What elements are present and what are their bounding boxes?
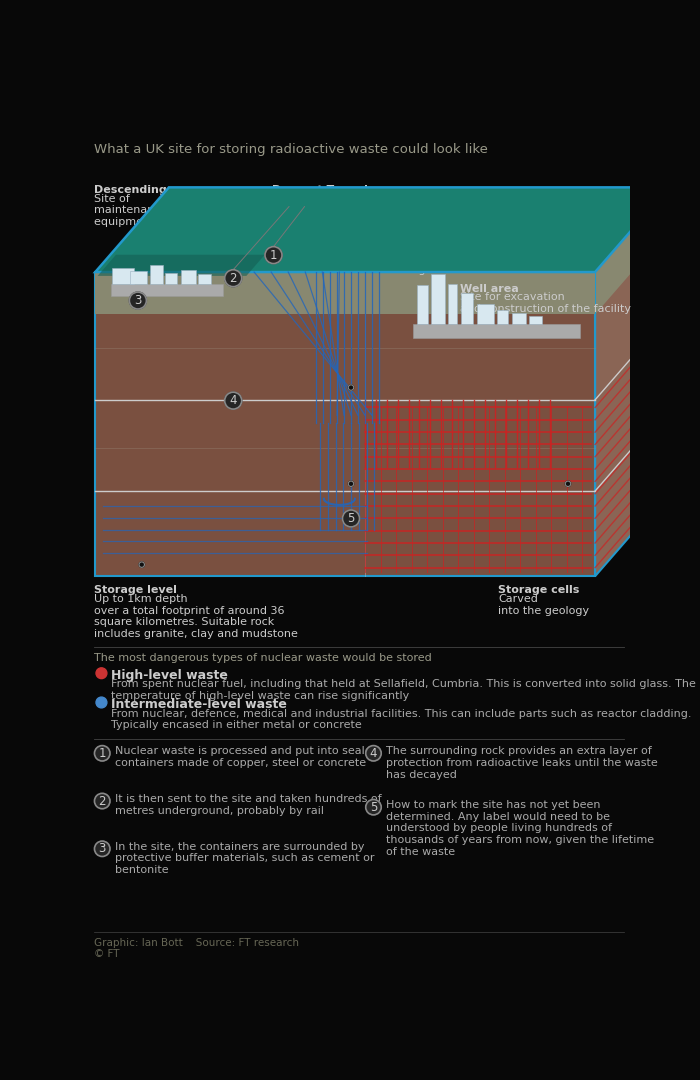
Bar [165,273,176,284]
Text: Descent Tunnels: Descent Tunnels [272,185,378,195]
Text: 2: 2 [99,795,106,808]
Bar [512,313,526,324]
Bar [497,310,508,324]
Circle shape [365,745,382,761]
Text: 4: 4 [370,746,377,760]
Text: What a UK site for storing radioactive waste could look like: What a UK site for storing radioactive w… [94,144,488,157]
Polygon shape [95,272,595,577]
Text: High-level waste: High-level waste [111,669,228,681]
Text: 4: 4 [230,394,237,407]
Circle shape [139,562,144,567]
Bar [198,274,211,284]
Text: to transfer
packages to the storage areas: to transfer packages to the storage area… [272,193,442,215]
Circle shape [265,246,282,264]
Text: Descending area: Descending area [94,185,202,195]
Bar [417,285,428,324]
Text: The surrounding rock provides an extra layer of
protection from radioactive leak: The surrounding rock provides an extra l… [386,746,657,780]
Text: Graphic: Ian Bott    Source: FT research: Graphic: Ian Bott Source: FT research [94,939,299,948]
Text: In the site, the containers are surrounded by
protective buffer materials, such : In the site, the containers are surround… [115,841,374,875]
Circle shape [130,292,146,309]
Polygon shape [595,187,668,314]
Bar [112,268,134,284]
Bar [477,305,494,324]
Text: The most dangerous types of nuclear waste would be stored: The most dangerous types of nuclear wast… [94,653,431,663]
Circle shape [96,697,107,707]
Text: Well area: Well area [459,284,522,294]
Text: 2: 2 [230,272,237,285]
Text: Storage level: Storage level [94,585,181,595]
Circle shape [349,384,354,390]
Text: Connect the
storage area site to the well area: Connect the storage area site to the wel… [390,254,575,275]
Text: Site of
maintenance buildings and
equipment and rail terminal: Site of maintenance buildings and equipm… [94,193,251,227]
Bar [413,324,580,337]
Text: Up to 1km depth
over a total footprint of around 36
square kilometres. Suitable : Up to 1km depth over a total footprint o… [94,594,298,638]
Text: 3: 3 [134,294,141,307]
Bar [130,271,147,284]
Polygon shape [95,187,668,272]
Polygon shape [97,255,265,275]
Circle shape [96,667,107,678]
Text: Intermediate-level waste: Intermediate-level waste [111,698,286,711]
Text: Storage cells: Storage cells [498,585,584,595]
Circle shape [365,799,382,815]
Bar [430,273,444,324]
Text: Nuclear waste is processed and put into sealed
containers made of copper, steel : Nuclear waste is processed and put into … [115,746,379,768]
Text: 1: 1 [270,248,277,261]
Bar [111,284,223,296]
Bar [529,316,542,324]
Circle shape [342,510,360,527]
Text: Carved
into the geology: Carved into the geology [498,594,589,616]
Polygon shape [595,187,668,577]
Text: Site for excavation
and construction of the facility: Site for excavation and construction of … [459,292,631,313]
Bar [181,270,196,284]
Circle shape [94,745,110,761]
Bar [461,293,473,324]
Circle shape [225,392,242,409]
Circle shape [566,481,570,486]
Bar [448,284,457,324]
Text: © FT: © FT [94,949,119,959]
Polygon shape [95,272,595,314]
Text: 1: 1 [99,746,106,760]
Text: How to mark the site has not yet been
determined. Any label would need to be
und: How to mark the site has not yet been de… [386,800,654,856]
Text: From spent nuclear fuel, including that held at Sellafield, Cumbria. This is con: From spent nuclear fuel, including that … [111,679,696,701]
Text: From nuclear, defence, medical and industrial facilities. This can include parts: From nuclear, defence, medical and indus… [111,708,692,730]
Text: 5: 5 [347,512,355,525]
Circle shape [225,270,242,286]
Text: 5: 5 [370,800,377,813]
Text: 3: 3 [99,842,106,855]
Text: Vertical shafts: Vertical shafts [390,245,484,255]
Text: It is then sent to the site and taken hundreds of
metres underground, probably b: It is then sent to the site and taken hu… [115,794,382,815]
Circle shape [94,841,110,856]
Circle shape [349,481,354,486]
Circle shape [94,794,110,809]
Bar [150,265,163,284]
